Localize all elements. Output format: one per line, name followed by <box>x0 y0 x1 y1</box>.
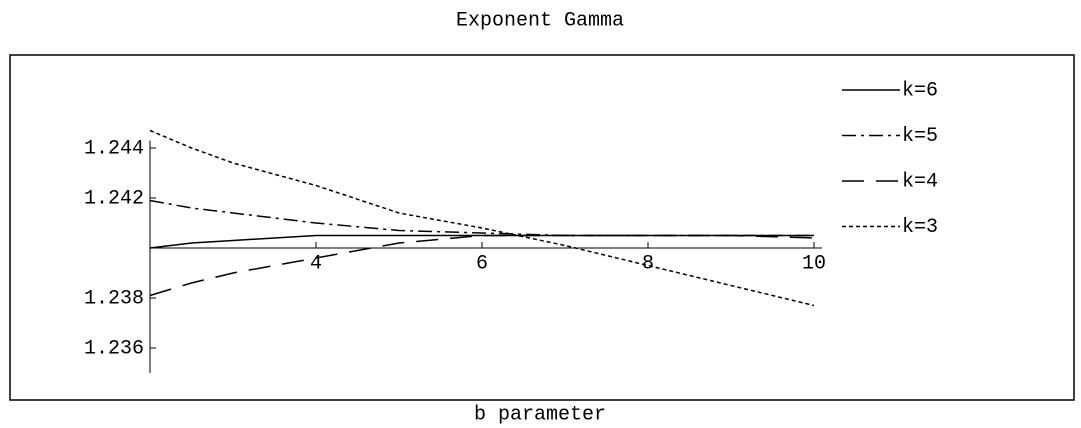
x-tick-label: 8 <box>642 252 654 275</box>
x-tick-label: 10 <box>802 252 826 275</box>
legend-label: k=5 <box>902 125 938 148</box>
legend-label: k=6 <box>902 79 938 102</box>
x-tick-label: 4 <box>310 252 322 275</box>
x-axis-label: b parameter <box>474 403 606 426</box>
frame <box>9 54 1075 401</box>
y-tick-label: 1.236 <box>84 337 144 360</box>
y-tick-label: 1.244 <box>84 137 144 160</box>
x-tick-label: 6 <box>476 252 488 275</box>
y-tick-label: 1.238 <box>84 287 144 310</box>
legend-label: k=4 <box>902 170 938 193</box>
y-tick-label: 1.242 <box>84 187 144 210</box>
series-line <box>149 199 814 237</box>
legend-label: k=3 <box>902 216 938 239</box>
series-line <box>149 234 815 297</box>
chart-title: Exponent Gamma <box>456 9 624 32</box>
series-line <box>149 129 815 307</box>
